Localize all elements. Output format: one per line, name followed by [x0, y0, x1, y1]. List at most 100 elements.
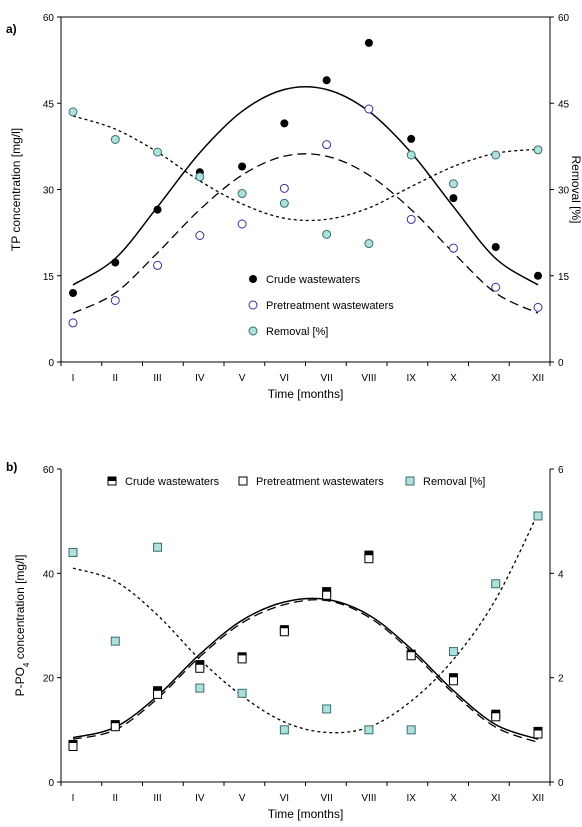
x-tick-label: IV: [195, 373, 205, 384]
legend-label: Pretreatment wastewaters: [256, 476, 384, 488]
x-tick-label: XI: [491, 373, 500, 384]
x-tick-label: X: [450, 793, 457, 804]
data-point: [68, 742, 78, 752]
y2-tick-label: 2: [558, 674, 564, 685]
y2-tick-label: 0: [558, 778, 564, 789]
data-point: [448, 647, 458, 657]
y2-tick-label: 45: [558, 99, 570, 110]
legend-marker: [248, 326, 258, 336]
data-point: [491, 712, 501, 722]
series-crude: [69, 38, 542, 297]
data-point: [491, 282, 501, 292]
y-tick-label: 0: [48, 778, 54, 789]
data-point: [238, 162, 247, 171]
x-tick-label: VI: [280, 373, 289, 384]
y2-tick-label: 6: [558, 465, 564, 476]
data-point: [68, 547, 78, 557]
data-point: [448, 676, 458, 686]
data-point: [110, 722, 120, 732]
x-tick-label: XII: [532, 373, 544, 384]
data-point: [406, 651, 416, 661]
data-point: [237, 219, 247, 229]
data-point: [534, 271, 542, 280]
legend-label: Crude wastewaters: [125, 476, 220, 488]
data-point: [491, 579, 501, 589]
data-point: [406, 150, 416, 160]
legend-marker: [405, 476, 415, 486]
y2-tick-label: 15: [558, 272, 570, 283]
x-tick-label: VI: [280, 793, 289, 804]
y2-tick-label: 60: [558, 13, 570, 24]
x-tick-label: XII: [532, 793, 544, 804]
data-point: [406, 725, 416, 735]
trend-line-removal: [72, 115, 539, 222]
series-removal: [68, 511, 543, 735]
x-tick-label: X: [450, 373, 457, 384]
data-point: [279, 627, 289, 637]
legend: Crude wastewaters Pretreatment wastewater…: [107, 476, 485, 488]
data-point: [449, 194, 458, 203]
y-axis-label: P-PO4 concentration [mg/l]: [13, 555, 31, 697]
series-pretreatment: [68, 554, 543, 752]
data-point: [448, 243, 458, 253]
data-point: [533, 302, 543, 312]
data-point: [491, 243, 500, 251]
x-tick-label: III: [153, 793, 161, 804]
x-tick-label: VII: [321, 793, 333, 804]
x-tick-label: IV: [195, 793, 205, 804]
data-point: [322, 590, 332, 600]
data-point: [153, 205, 162, 214]
data-point: [322, 704, 332, 714]
x-tick-label: II: [112, 373, 118, 384]
data-point: [322, 140, 332, 150]
series-removal: [68, 107, 543, 249]
data-point: [153, 689, 163, 699]
data-point: [110, 295, 120, 305]
y-tick-label: 30: [43, 186, 55, 197]
data-point: [111, 258, 120, 267]
data-point: [533, 145, 543, 155]
y-tick-label: 45: [43, 99, 55, 110]
trend-line-pretreatment: [72, 599, 539, 744]
legend-label: Crude wastewaters: [266, 274, 361, 286]
x-axis-label: Time [months]: [268, 807, 344, 821]
data-point: [195, 683, 205, 693]
trend-line-removal: [72, 513, 539, 734]
legend-marker: [248, 300, 258, 310]
panel-label: a): [6, 22, 17, 36]
data-point: [153, 147, 163, 157]
data-point: [279, 725, 289, 735]
x-tick-label: XI: [491, 793, 500, 804]
data-point: [406, 214, 416, 224]
y-tick-label: 40: [43, 569, 55, 580]
y-axis-label: TP concentration [mg/l]: [9, 128, 23, 251]
legend: Crude wastewaters Pretreatment wastewater…: [248, 274, 394, 338]
series-crude: [68, 550, 543, 749]
legend-label: Removal [%]: [423, 476, 485, 488]
legend-label: Pretreatment wastewaters: [266, 300, 394, 312]
data-point: [279, 198, 289, 208]
data-point: [110, 134, 120, 144]
data-point: [533, 729, 543, 739]
legend-marker: [249, 275, 257, 283]
legend-marker: [238, 476, 248, 486]
panel-label: b): [6, 460, 17, 474]
data-point: [68, 107, 78, 117]
data-point: [195, 172, 205, 182]
data-point: [322, 229, 332, 239]
data-point: [110, 636, 120, 646]
data-point: [533, 511, 543, 521]
data-point: [448, 179, 458, 189]
x-tick-label: V: [239, 373, 246, 384]
data-point: [364, 725, 374, 735]
y2-tick-label: 30: [558, 186, 570, 197]
trend-line-pretreatment: [72, 153, 539, 314]
x-tick-label: I: [72, 373, 75, 384]
y-tick-label: 0: [48, 358, 54, 369]
series-pretreatment: [68, 104, 543, 328]
x-tick-label: VII: [321, 373, 333, 384]
data-point: [322, 76, 331, 85]
